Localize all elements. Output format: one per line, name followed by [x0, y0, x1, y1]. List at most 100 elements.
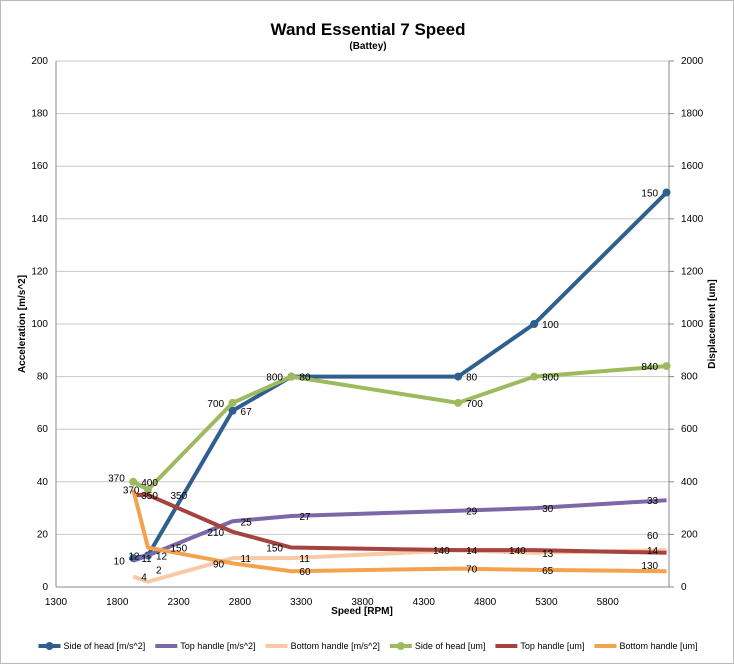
data-label: 29	[466, 507, 478, 518]
legend-item: Side of head [um]	[389, 641, 486, 651]
data-point	[143, 485, 152, 494]
x-tick-label: 4800	[474, 597, 497, 608]
data-label: 2	[156, 566, 162, 577]
y2-tick-label: 1800	[681, 109, 704, 120]
y2-tick-label: 2000	[681, 56, 704, 67]
x-tick-label: 5300	[535, 597, 558, 608]
data-point	[454, 398, 463, 407]
data-label: 400	[141, 478, 158, 489]
data-point	[129, 477, 138, 486]
data-label: 12	[156, 551, 168, 562]
series-line-5	[131, 489, 667, 574]
data-label: 80	[466, 373, 478, 384]
data-label: 210	[207, 528, 224, 539]
data-label: 27	[299, 512, 311, 523]
chart-subtitle: (Battey)	[349, 41, 386, 52]
data-label: 65	[542, 566, 554, 577]
x-tick-label: 5800	[597, 597, 620, 608]
data-label: 370	[123, 486, 140, 497]
legend-item: Bottom handle [m/s^2]	[265, 641, 380, 651]
y-tick-label: 60	[37, 424, 49, 435]
data-label: 840	[641, 362, 658, 373]
data-label: 14	[647, 546, 659, 557]
legend-item: Bottom handle [um]	[594, 641, 697, 651]
legend-item: Side of head [m/s^2]	[38, 641, 145, 651]
data-label: 90	[213, 559, 225, 570]
data-point	[454, 372, 463, 381]
y2-tick-label: 1200	[681, 266, 704, 277]
data-label: 60	[647, 531, 659, 542]
y-axis-title: Acceleration [m/s^2]	[17, 275, 28, 373]
legend-label: Side of head [um]	[415, 641, 486, 651]
data-label: 700	[466, 399, 483, 410]
x-tick-label: 3300	[290, 597, 313, 608]
data-point	[228, 406, 237, 415]
y-tick-label: 20	[37, 529, 49, 540]
data-point	[662, 188, 671, 197]
x-tick-label: 4300	[413, 597, 436, 608]
x-tick-label: 2800	[229, 597, 252, 608]
y2-tick-label: 1400	[681, 214, 704, 225]
chart-title: Wand Essential 7 Speed	[271, 20, 466, 39]
y2-tick-label: 1600	[681, 161, 704, 172]
data-label: 370	[108, 474, 125, 485]
series-line-4	[133, 492, 667, 555]
y-tick-label: 0	[42, 582, 48, 593]
y2-tick-label: 1000	[681, 319, 704, 330]
data-point	[530, 320, 539, 328]
legend-label: Top handle [um]	[520, 641, 584, 651]
y2-axis-title: Displacement [um]	[707, 279, 718, 368]
data-label: 140	[433, 546, 450, 557]
data-label: 80	[299, 373, 311, 384]
legend-label: Bottom handle [um]	[619, 641, 697, 651]
data-point	[530, 372, 539, 381]
data-label: 700	[207, 399, 224, 410]
x-tick-label: 1300	[45, 597, 68, 608]
y2-tick-label: 200	[681, 529, 698, 540]
data-label: 11	[141, 554, 152, 565]
data-label: 150	[171, 544, 188, 555]
y-tick-label: 40	[37, 477, 49, 488]
legend-marker	[396, 642, 405, 650]
y-tick-label: 180	[31, 109, 48, 120]
data-label: 100	[542, 320, 559, 331]
data-label: 60	[299, 567, 311, 578]
data-label: 130	[641, 561, 658, 572]
y2-tick-label: 400	[681, 477, 698, 488]
legend-marker	[45, 642, 54, 650]
y-tick-label: 120	[31, 266, 48, 277]
series-line-2	[132, 548, 667, 584]
data-label: 13	[542, 549, 554, 560]
data-label: 10	[114, 557, 126, 568]
data-label: 67	[241, 407, 253, 418]
data-label: 12	[128, 551, 140, 562]
data-label: 30	[542, 504, 554, 515]
data-label: 70	[466, 565, 478, 576]
legend-label: Top handle [m/s^2]	[180, 641, 255, 651]
x-tick-label: 3800	[351, 597, 374, 608]
data-label: 150	[641, 189, 658, 200]
y-tick-label: 200	[31, 56, 48, 67]
data-label: 4	[141, 572, 147, 583]
data-label: 14	[466, 546, 478, 557]
y-tick-label: 100	[31, 319, 48, 330]
data-label: 25	[241, 517, 253, 528]
legend-label: Bottom handle [m/s^2]	[291, 641, 380, 651]
series-line-3	[132, 364, 667, 492]
y-tick-label: 80	[37, 372, 49, 383]
legend-item: Top handle [um]	[495, 641, 584, 651]
x-tick-label: 1800	[106, 597, 129, 608]
data-point	[287, 372, 296, 381]
data-label: 140	[509, 546, 526, 557]
data-label: 350	[141, 491, 158, 502]
x-axis-title: Speed [RPM]	[331, 606, 393, 617]
data-point	[662, 362, 671, 371]
data-label: 800	[266, 373, 283, 384]
series-line-1	[132, 498, 667, 563]
y-tick-label: 140	[31, 214, 48, 225]
data-label: 150	[266, 544, 283, 555]
data-label: 33	[647, 496, 659, 507]
y2-tick-label: 800	[681, 372, 698, 383]
